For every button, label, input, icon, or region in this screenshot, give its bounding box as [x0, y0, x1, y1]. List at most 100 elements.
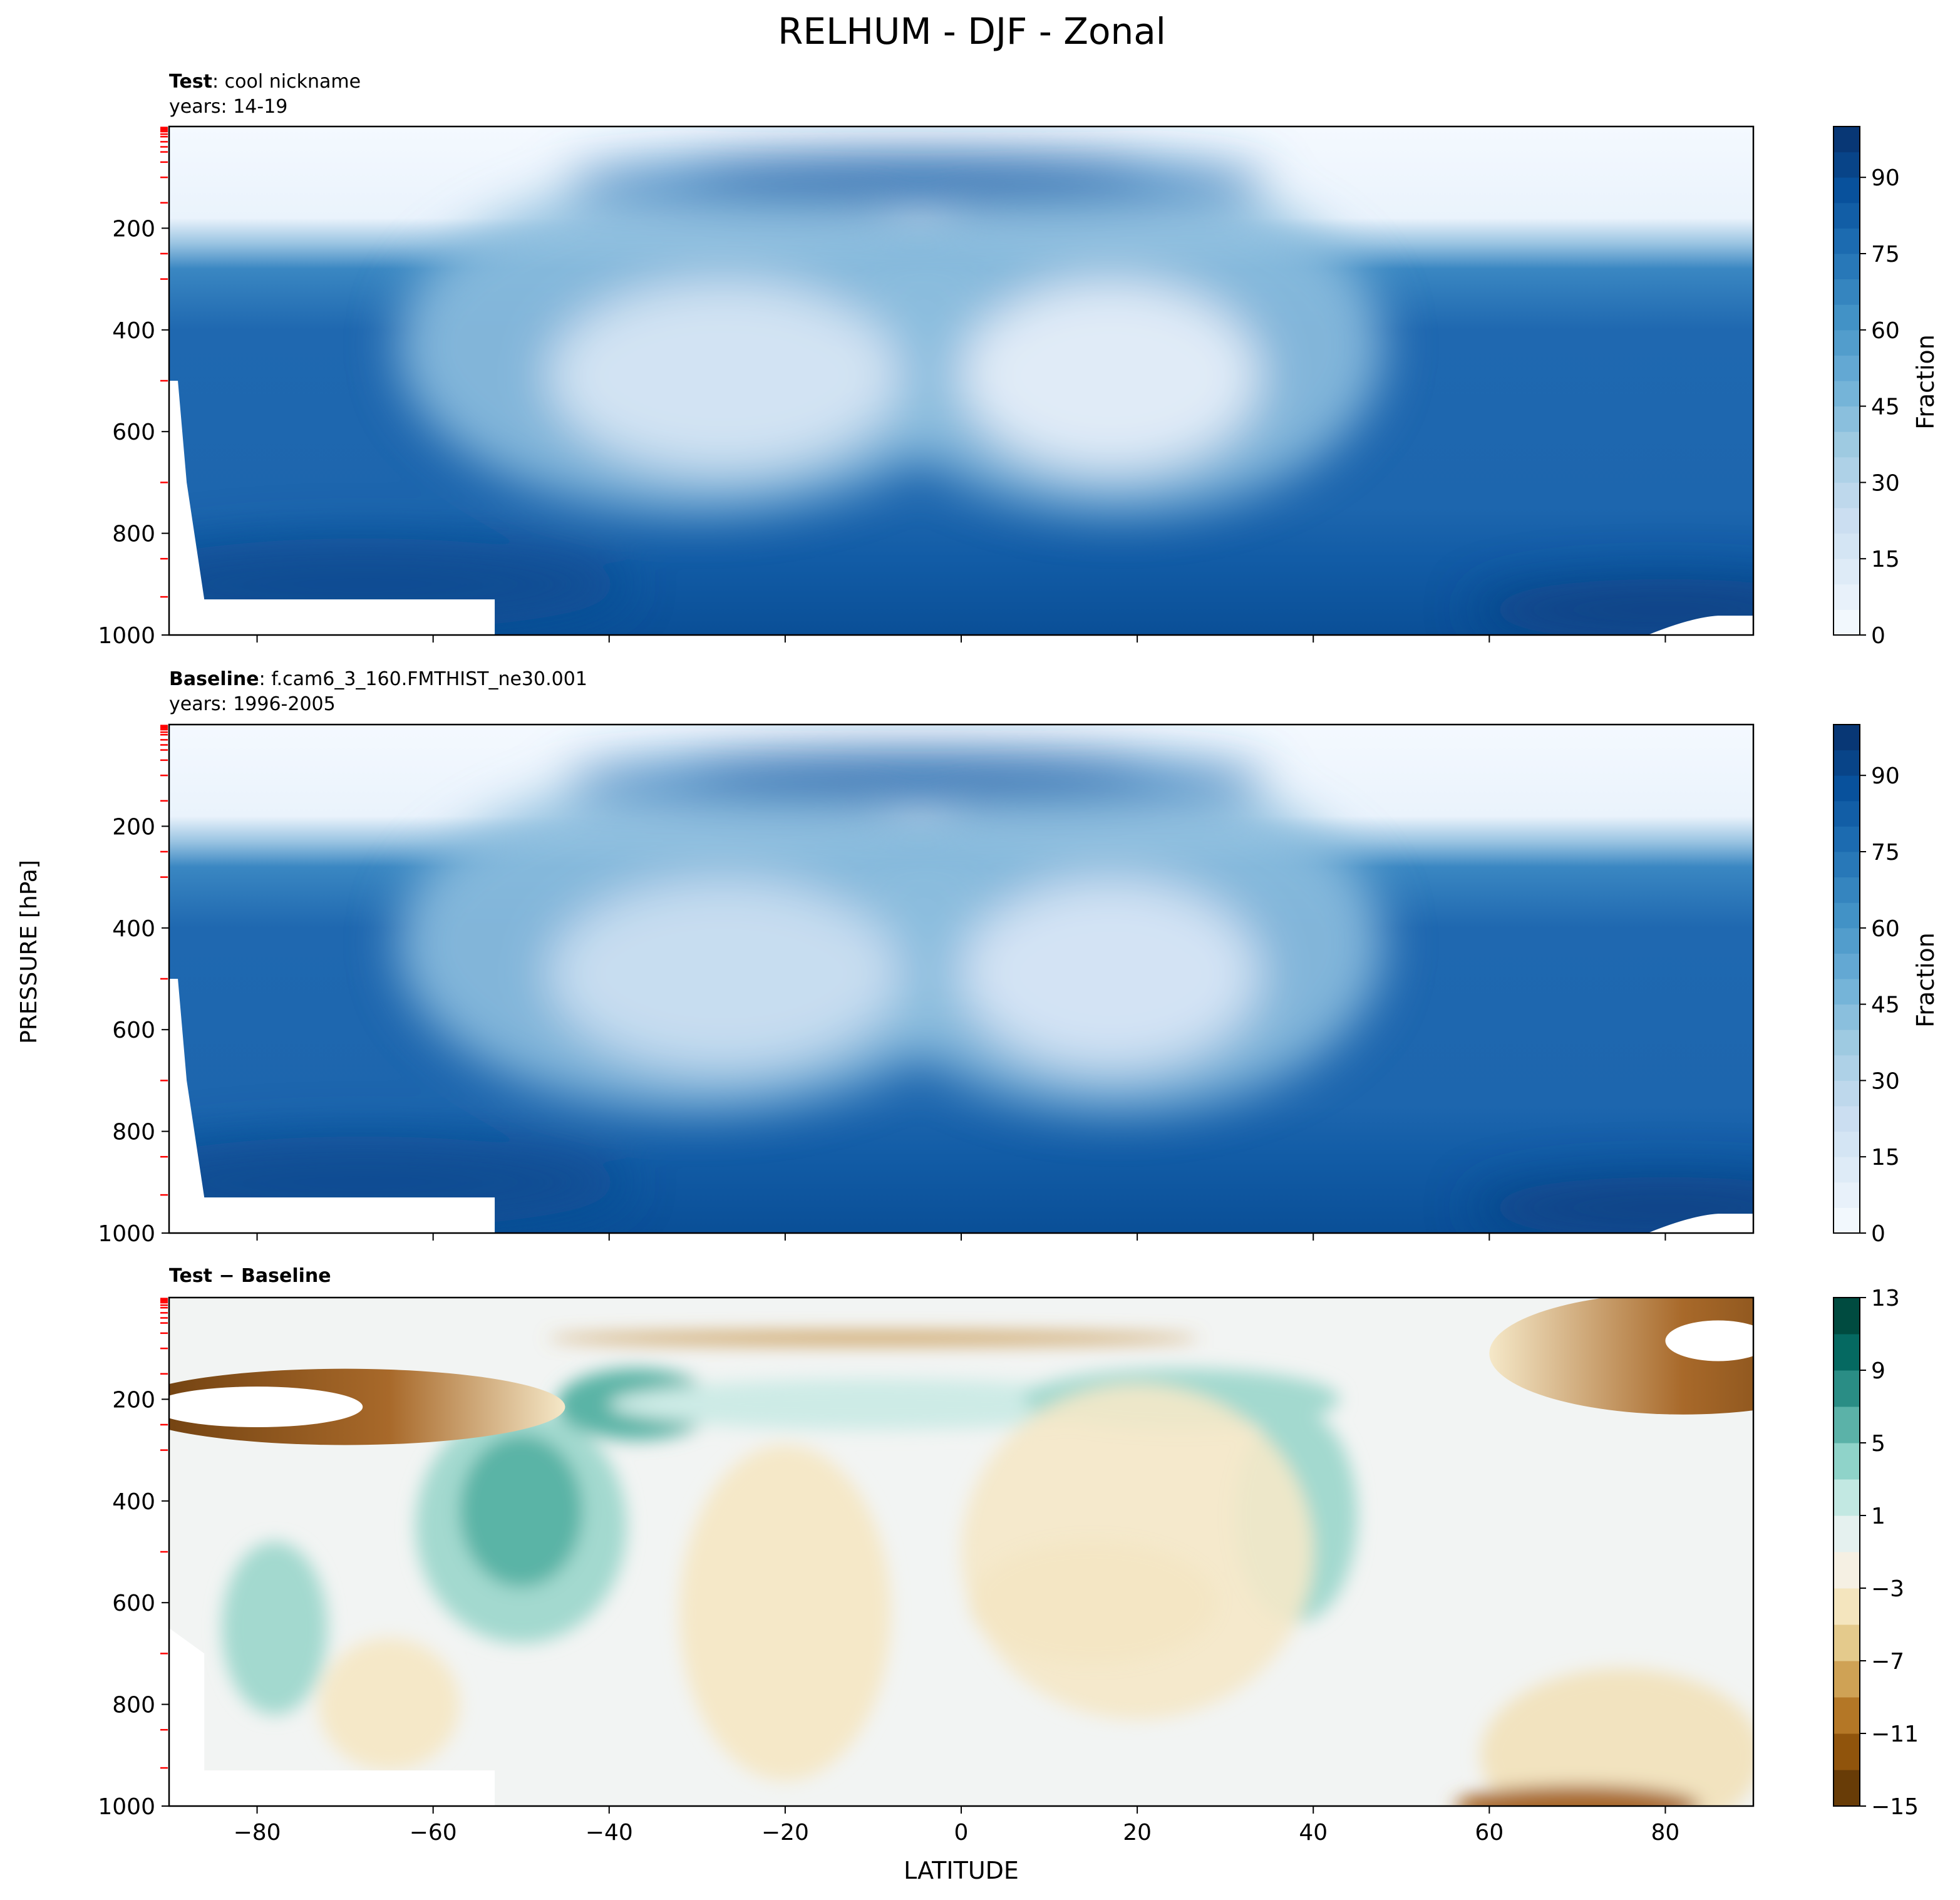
negative-anomaly — [679, 1445, 891, 1781]
contour-field — [169, 1298, 1753, 1806]
colorbar-segment — [1834, 1443, 1860, 1480]
y-axis-label: PRESSURE [hPa] — [16, 860, 42, 1044]
x-tick-label: 60 — [1475, 1820, 1504, 1846]
colorbar-frame — [1833, 126, 1860, 636]
panel-baseline-colorbar-label: Fraction — [1912, 932, 1939, 1028]
colorbar-tick-label: 5 — [1871, 1431, 1885, 1457]
colorbar-segment — [1834, 1588, 1860, 1625]
x-tick-label: 80 — [1651, 1820, 1680, 1846]
colorbar-segment — [1834, 1106, 1860, 1132]
colorbar-segment — [1834, 381, 1860, 407]
contour-field — [169, 725, 1753, 1233]
colorbar-tick-label: 90 — [1871, 763, 1900, 789]
colorbar-segment — [1834, 1131, 1860, 1157]
out-of-range-region — [169, 1386, 363, 1428]
colorbar-segment — [1834, 1370, 1860, 1407]
colorbar-tick-label: 13 — [1871, 1286, 1900, 1311]
x-tick-label: 40 — [1299, 1820, 1328, 1846]
colorbar-segment — [1834, 927, 1860, 954]
x-tick-label: −60 — [410, 1820, 457, 1846]
dry-minimum — [961, 877, 1261, 1071]
out-of-range-region — [1665, 1320, 1753, 1361]
colorbar-segment — [1834, 406, 1860, 432]
colorbar-segment — [1834, 852, 1860, 878]
colorbar-tick-label: 30 — [1871, 470, 1900, 496]
colorbar-segment — [1834, 800, 1860, 827]
colorbar-tick-label: 60 — [1871, 318, 1900, 344]
colorbar-segment — [1834, 1770, 1860, 1807]
colorbar-segment — [1834, 1697, 1860, 1734]
colorbar-segment — [1834, 902, 1860, 929]
colorbar-segment — [1834, 1624, 1860, 1661]
colorbar-segment — [1834, 202, 1860, 229]
colorbar-tick-label: 45 — [1871, 395, 1900, 420]
panel-test-title: Test: cool nickname — [169, 71, 361, 93]
colorbar-segment — [1834, 1004, 1860, 1030]
colorbar-segment — [1834, 304, 1860, 331]
y-tick-label: 400 — [112, 916, 155, 942]
positive-anomaly — [609, 1378, 1138, 1430]
y-tick-label: 200 — [112, 814, 155, 840]
y-tick-label: 200 — [112, 1387, 155, 1413]
colorbar-tick-label: 75 — [1871, 242, 1900, 267]
colorbar-tick-label: 15 — [1871, 1145, 1900, 1170]
x-tick-label: −20 — [761, 1820, 809, 1846]
colorbar-tick-label: 0 — [1871, 623, 1885, 649]
colorbar-segment — [1834, 1552, 1860, 1589]
colorbar-segment — [1834, 725, 1860, 751]
x-axis-label: LATITUDE — [904, 1857, 1019, 1884]
panel-difference-colorbar: −15 −11 −7 −3 1 5 9 13 — [1833, 1286, 1919, 1820]
negative-anomaly — [1454, 1785, 1701, 1806]
colorbar-segment — [1834, 979, 1860, 1005]
y-tick-label: 400 — [112, 318, 155, 344]
y-tick-label: 1000 — [98, 623, 155, 649]
colorbar-segment — [1834, 775, 1860, 802]
colorbar-segment — [1834, 1733, 1860, 1770]
panel-test-title-bold: Test — [169, 71, 212, 93]
colorbar-tick-label: 0 — [1871, 1221, 1885, 1247]
panel-baseline-title-rest: : f.cam6_3_160.FMTHIST_ne30.001 — [259, 668, 587, 690]
colorbar-segment — [1834, 177, 1860, 204]
negative-anomaly — [547, 1332, 1199, 1345]
positive-anomaly — [222, 1541, 328, 1715]
colorbar-tick-label: 1 — [1871, 1504, 1885, 1529]
colorbar-tick-label: 15 — [1871, 547, 1900, 572]
moist-region — [1472, 579, 1753, 635]
colorbar-tick-label: 75 — [1871, 840, 1900, 865]
y-tick-label: 400 — [112, 1489, 155, 1515]
dry-minimum — [961, 279, 1261, 473]
colorbar-tick-label: −11 — [1871, 1722, 1919, 1747]
colorbar-segment — [1834, 609, 1860, 636]
topography-mask — [169, 381, 1753, 635]
panel-difference-plot: −80 −60 −40 −20 0 20 40 60 80 200 400 600 800 1000 — [98, 1296, 1755, 1846]
colorbar-segment — [1834, 1157, 1860, 1183]
colorbar-segment — [1834, 355, 1860, 381]
colorbar-segment — [1834, 1661, 1860, 1698]
colorbar-segment — [1834, 279, 1860, 305]
colorbar-tick-label: 90 — [1871, 165, 1900, 191]
colorbar-segment — [1834, 1479, 1860, 1516]
colorbar-segment — [1834, 1182, 1860, 1208]
colorbar-segment — [1834, 533, 1860, 559]
negative-anomaly — [1480, 1668, 1753, 1806]
positive-anomaly — [459, 1435, 583, 1588]
y-tick-label: 800 — [112, 1120, 155, 1145]
tropopause-moist — [688, 756, 1147, 785]
colorbar-segment — [1834, 508, 1860, 534]
y-tick-label: 1000 — [98, 1221, 155, 1247]
panel-difference-title: Test − Baseline — [169, 1265, 331, 1287]
panel-test-title-rest: : cool nickname — [212, 71, 361, 93]
panel-baseline-title: Baseline: f.cam6_3_160.FMTHIST_ne30.001 — [169, 668, 587, 690]
topography-mask — [169, 1628, 495, 1806]
contour-field — [169, 126, 1753, 635]
colorbar-segment — [1834, 228, 1860, 254]
x-tick-label: 0 — [954, 1820, 969, 1846]
colorbar-segment — [1834, 1055, 1860, 1081]
y-tick-label: 1000 — [98, 1794, 155, 1820]
y-tick-label: 800 — [112, 522, 155, 547]
panel-baseline-subtitle: years: 1996-2005 — [169, 693, 336, 715]
colorbar-segment — [1834, 559, 1860, 585]
figure-title: RELHUM - DJF - Zonal — [778, 10, 1166, 53]
colorbar-tick-label: 30 — [1871, 1068, 1900, 1094]
